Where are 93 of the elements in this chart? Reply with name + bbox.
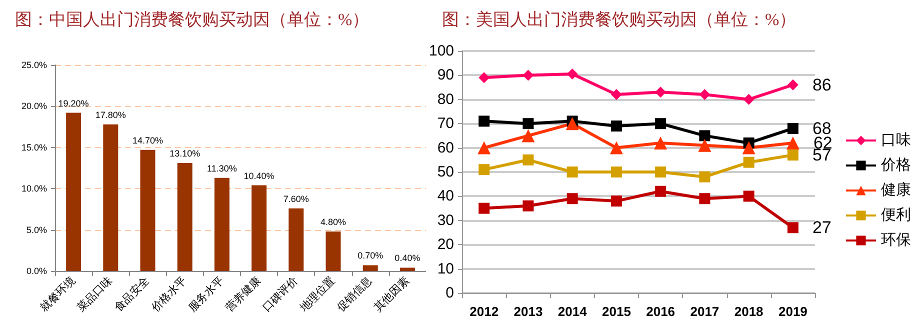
- bar: [140, 150, 156, 271]
- data-label: 19.20%: [58, 98, 89, 108]
- point: [522, 70, 534, 81]
- point: [478, 202, 490, 214]
- data-label: 13.10%: [170, 148, 200, 159]
- point: [742, 141, 756, 154]
- point: [566, 193, 578, 204]
- data-label: 0.40%: [394, 253, 420, 264]
- y-tick-label: 10.0%: [21, 184, 47, 194]
- bar: [177, 163, 192, 271]
- legend-label: 口味: [881, 132, 911, 148]
- point: [610, 166, 622, 178]
- point: [787, 150, 798, 161]
- y-tick-label: 10: [437, 260, 454, 278]
- y-tick-label: 60: [437, 139, 454, 156]
- x-tick-label: 2018: [734, 304, 764, 319]
- x-tick-label: 2012: [470, 304, 499, 319]
- bar: [214, 178, 230, 271]
- x-tick-label: 2017: [690, 304, 720, 319]
- point: [655, 186, 666, 197]
- point: [743, 190, 754, 202]
- chart-title: 图：中国人出门消费餐饮购买动因（单位：%）: [15, 10, 370, 29]
- point: [743, 156, 754, 168]
- point: [655, 118, 666, 130]
- point: [787, 222, 798, 234]
- data-label: 4.80%: [320, 216, 346, 227]
- y-tick-label: 90: [437, 66, 454, 84]
- point: [743, 94, 754, 105]
- y-tick-label: 30: [437, 212, 454, 229]
- point: [522, 118, 534, 130]
- data-label: 10.40%: [244, 170, 274, 181]
- y-tick-label: 0: [446, 284, 454, 302]
- point: [699, 89, 710, 100]
- y-tick-label: 70: [437, 115, 454, 132]
- legend-label: 便利: [881, 206, 911, 224]
- point: [699, 171, 710, 182]
- data-label: 27: [812, 218, 832, 238]
- point: [655, 166, 666, 178]
- legend-label: 健康: [881, 182, 911, 198]
- point: [699, 193, 710, 204]
- point: [522, 129, 535, 142]
- y-tick-label: 40: [437, 188, 454, 205]
- data-label: 7.60%: [283, 194, 309, 204]
- y-tick-label: 15.0%: [21, 142, 47, 152]
- data-label: 11.30%: [207, 163, 237, 174]
- legend-label: 价格: [880, 156, 911, 174]
- point: [786, 136, 800, 150]
- point: [610, 141, 623, 154]
- point: [478, 116, 490, 127]
- point: [787, 122, 798, 134]
- x-tick-label: 2016: [646, 304, 676, 319]
- data-label: 86: [812, 75, 832, 94]
- point: [478, 141, 491, 154]
- data-label: 0.70%: [358, 250, 384, 261]
- bar: [66, 112, 82, 271]
- bar: [326, 231, 341, 271]
- x-tick-label: 2013: [514, 304, 543, 319]
- point: [478, 164, 490, 176]
- point: [522, 200, 534, 212]
- point: [610, 120, 622, 132]
- bar: [252, 185, 267, 271]
- point: [699, 130, 710, 142]
- point: [654, 136, 668, 150]
- x-tick-label: 2015: [602, 304, 631, 319]
- legend-label: 环保: [881, 232, 911, 248]
- point: [566, 166, 578, 178]
- bar: [362, 265, 378, 271]
- x-tick-label: 2014: [558, 304, 588, 319]
- data-label: 14.70%: [132, 135, 164, 146]
- point: [522, 154, 534, 166]
- chart-title: 图：美国人出门消费餐饮购买动因（单位：%）: [442, 10, 796, 29]
- y-tick-label: 5.0%: [26, 224, 47, 235]
- point: [787, 79, 798, 90]
- bar: [288, 208, 304, 271]
- point: [566, 117, 579, 130]
- y-tick-label: 0.0%: [26, 266, 47, 276]
- point: [566, 68, 578, 80]
- point: [478, 72, 490, 84]
- y-tick-label: 80: [437, 90, 454, 108]
- bar: [400, 268, 415, 271]
- data-label: 68: [812, 118, 832, 138]
- data-label: 17.80%: [95, 110, 126, 120]
- y-tick-label: 20: [437, 236, 454, 254]
- y-tick-label: 20.0%: [21, 101, 47, 112]
- y-tick-label: 25.0%: [21, 60, 47, 70]
- point: [610, 196, 622, 207]
- x-tick-label: 2019: [778, 304, 808, 319]
- point: [655, 86, 666, 98]
- y-tick-label: 100: [428, 42, 454, 60]
- y-tick-label: 50: [437, 164, 454, 180]
- bar: [103, 124, 118, 271]
- point: [610, 89, 622, 100]
- point: [698, 138, 712, 152]
